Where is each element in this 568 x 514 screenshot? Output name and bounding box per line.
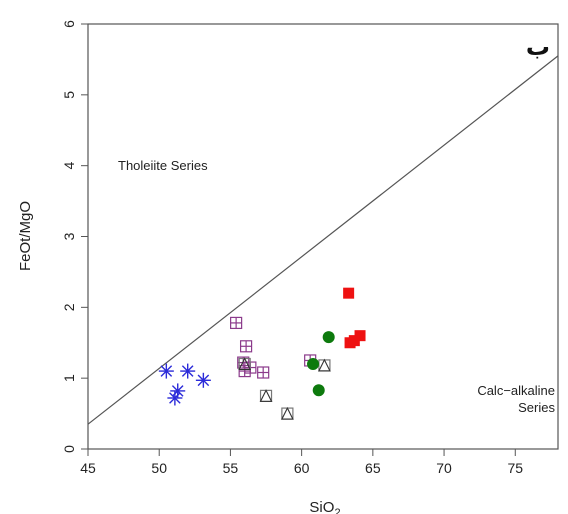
data-point-circle-filled [312,384,325,397]
x-tick-label: 65 [365,460,381,476]
calc-alkaline-label-line-2: Series [518,400,555,415]
calc-alkaline-label-line-1: Calc−alkaline [477,383,555,398]
data-point-square-filled [354,330,366,342]
data-point-square-filled [343,287,355,299]
data-point-asterisk [158,363,174,379]
y-tick-label: 3 [61,232,77,240]
data-point-square-filled [348,335,360,347]
data-point-asterisk [180,363,196,379]
x-tick-label: 45 [80,460,96,476]
y-axis-label: FeOt/MgO [17,201,34,271]
data-point-circle-filled [307,358,320,370]
y-tick-label: 5 [61,91,77,99]
corner-label: ب [526,34,550,61]
y-tick-label: 1 [61,374,77,382]
x-axis-label-subscript: 2 [334,507,340,514]
x-tick-label: 70 [436,460,452,476]
data-point-square-triangle [318,358,331,372]
data-point-square-triangle [281,406,294,420]
data-points [158,287,366,420]
y-tick-label: 0 [61,445,77,453]
tholeiite-series-label: Tholeiite Series [118,158,208,173]
y-tick-label: 2 [61,303,77,311]
data-point-square-plus [257,366,270,379]
data-point-square-triangle [259,389,273,402]
data-point-square-triangle [238,357,252,371]
data-point-asterisk [167,390,183,406]
y-tick-label: 6 [61,20,77,28]
x-tick-label: 55 [223,460,239,476]
data-point-asterisk [195,372,211,388]
x-tick-label: 50 [151,460,167,476]
x-axis-label-main: SiO [309,499,334,514]
tholeiite-calc-alkaline-divider-line [87,55,559,425]
data-point-square-plus [230,316,243,330]
data-point-circle-filled [322,331,335,344]
x-axis-label: SiO2 [309,499,340,514]
y-tick-label: 4 [61,162,77,170]
data-point-square-plus [239,340,253,353]
x-tick-label: 75 [507,460,523,476]
x-tick-label: 60 [294,460,310,476]
